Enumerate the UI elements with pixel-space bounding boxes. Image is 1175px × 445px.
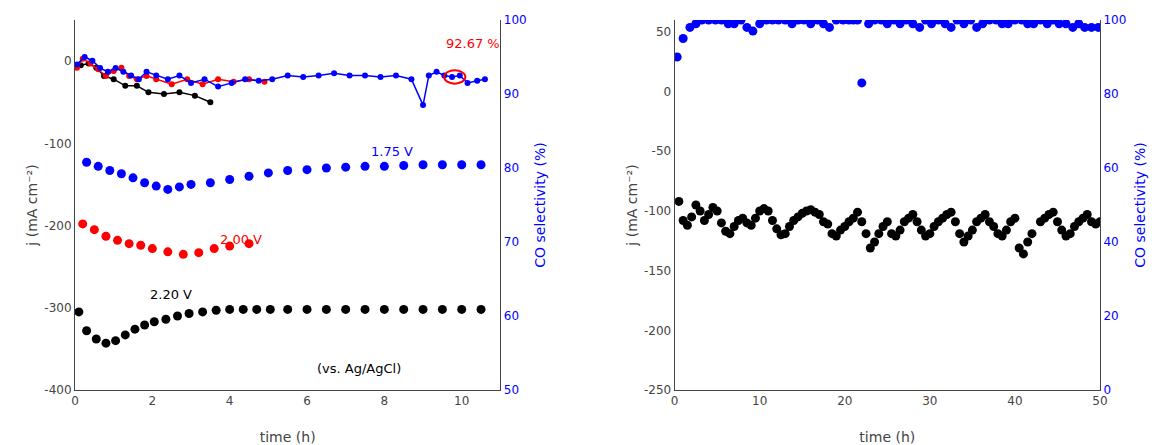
svg-text:j (mA cm⁻²): j (mA cm⁻²) xyxy=(624,164,640,246)
svg-text:0: 0 xyxy=(664,85,672,99)
svg-text:20: 20 xyxy=(1103,309,1118,323)
svg-text:80: 80 xyxy=(1103,87,1118,101)
svg-text:20: 20 xyxy=(837,394,852,408)
svg-text:4: 4 xyxy=(226,394,234,408)
svg-text:CO selectivity (%): CO selectivity (%) xyxy=(532,142,548,267)
svg-text:0: 0 xyxy=(64,54,72,68)
svg-text:2: 2 xyxy=(149,394,157,408)
svg-text:2.00 V: 2.00 V xyxy=(220,232,262,247)
svg-text:8: 8 xyxy=(381,394,389,408)
svg-text:92.67 %: 92.67 % xyxy=(446,36,500,51)
svg-text:40: 40 xyxy=(1103,235,1118,249)
svg-text:-200: -200 xyxy=(644,324,671,338)
svg-text:50: 50 xyxy=(656,25,671,39)
svg-text:-150: -150 xyxy=(644,264,671,278)
svg-text:50: 50 xyxy=(1092,394,1107,408)
svg-text:-300: -300 xyxy=(44,301,71,315)
svg-text:-100: -100 xyxy=(644,204,671,218)
svg-text:60: 60 xyxy=(1103,161,1118,175)
svg-text:0: 0 xyxy=(671,394,679,408)
svg-text:50: 50 xyxy=(504,383,519,397)
svg-text:30: 30 xyxy=(922,394,937,408)
svg-text:0: 0 xyxy=(71,394,79,408)
svg-text:time (h): time (h) xyxy=(260,429,316,445)
svg-text:-200: -200 xyxy=(44,219,71,233)
svg-text:100: 100 xyxy=(1103,13,1126,27)
svg-text:-50: -50 xyxy=(652,144,672,158)
svg-text:2.20 V: 2.20 V xyxy=(150,287,192,302)
svg-text:80: 80 xyxy=(504,161,519,175)
svg-text:10: 10 xyxy=(454,394,469,408)
svg-text:-400: -400 xyxy=(44,383,71,397)
svg-text:70: 70 xyxy=(504,235,519,249)
svg-text:0: 0 xyxy=(1103,383,1111,397)
svg-text:j (mA cm⁻²): j (mA cm⁻²) xyxy=(24,164,40,246)
svg-text:100: 100 xyxy=(504,13,527,27)
svg-text:60: 60 xyxy=(504,309,519,323)
svg-text:10: 10 xyxy=(752,394,767,408)
svg-text:time (h): time (h) xyxy=(859,429,915,445)
svg-text:-100: -100 xyxy=(44,137,71,151)
svg-text:6: 6 xyxy=(303,394,311,408)
svg-text:1.75 V: 1.75 V xyxy=(371,144,413,159)
svg-text:(vs. Ag/AgCl): (vs. Ag/AgCl) xyxy=(317,361,401,376)
svg-text:-250: -250 xyxy=(644,383,671,397)
svg-text:90: 90 xyxy=(504,87,519,101)
svg-text:40: 40 xyxy=(1007,394,1022,408)
svg-text:CO selectivity (%): CO selectivity (%) xyxy=(1132,142,1148,267)
